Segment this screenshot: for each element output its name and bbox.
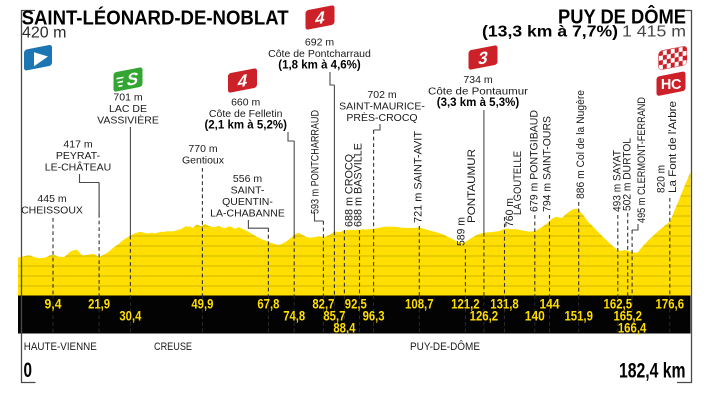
svg-text:La Font de l'Arbre: La Font de l'Arbre — [667, 101, 679, 193]
svg-text:3: 3 — [478, 47, 488, 69]
svg-text:(2,1 km à 5,2%): (2,1 km à 5,2%) — [204, 120, 287, 132]
svg-text:30,4: 30,4 — [119, 309, 141, 324]
svg-text:Côte de Felletin: Côte de Felletin — [209, 108, 283, 120]
svg-text:721 m SAINT-AVIT: 721 m SAINT-AVIT — [413, 131, 425, 223]
svg-text:S: S — [127, 68, 139, 90]
svg-text:445 m: 445 m — [37, 193, 66, 205]
svg-text:182,4 km: 182,4 km — [619, 360, 686, 383]
svg-text:4: 4 — [237, 70, 248, 92]
svg-text:Gentioux: Gentioux — [182, 155, 225, 167]
svg-text:131,8: 131,8 — [490, 297, 519, 312]
svg-text:96,3: 96,3 — [363, 309, 385, 324]
svg-text:589 m: 589 m — [456, 217, 468, 246]
svg-text:Côte de Pontaumur: Côte de Pontaumur — [428, 86, 529, 98]
svg-text:92,5: 92,5 — [345, 297, 367, 312]
svg-text:HAUTE-VIENNE: HAUTE-VIENNE — [24, 341, 97, 353]
svg-text:SAINT-MAURICE-: SAINT-MAURICE- — [339, 101, 425, 113]
svg-text:CHEISSOUX: CHEISSOUX — [21, 205, 83, 217]
svg-text:(3,3 km à 5,3%): (3,3 km à 5,3%) — [437, 97, 520, 109]
svg-text:(13,3 km à 7,7%): (13,3 km à 7,7%) — [482, 24, 618, 41]
svg-text:1 415 m: 1 415 m — [622, 24, 686, 41]
svg-text:556 m: 556 m — [233, 173, 262, 185]
svg-text:702 m: 702 m — [367, 89, 396, 101]
svg-text:LAC DE: LAC DE — [109, 103, 147, 115]
svg-text:VASSIVIÈRE: VASSIVIÈRE — [97, 114, 159, 127]
svg-text:21,9: 21,9 — [88, 297, 110, 312]
svg-text:886 m Col de la Nugère: 886 m Col de la Nugère — [575, 90, 587, 199]
svg-text:Côte de Pontcharraud: Côte de Pontcharraud — [268, 48, 371, 60]
svg-text:LA GOUTELLE: LA GOUTELLE — [512, 151, 524, 215]
svg-text:4: 4 — [314, 7, 325, 29]
svg-text:794 m SAINT-OURS: 794 m SAINT-OURS — [542, 116, 554, 212]
svg-text:82,7: 82,7 — [312, 297, 334, 312]
svg-text:144: 144 — [540, 297, 560, 312]
svg-text:121,2: 121,2 — [451, 297, 480, 312]
svg-text:660 m: 660 m — [231, 97, 260, 109]
svg-text:SAINT-LÉONARD-DE-NOBLAT: SAINT-LÉONARD-DE-NOBLAT — [22, 7, 289, 30]
svg-text:9,4: 9,4 — [45, 297, 62, 312]
svg-text:(1,8 km à 4,6%): (1,8 km à 4,6%) — [278, 60, 361, 72]
svg-text:140: 140 — [525, 309, 545, 324]
svg-text:679 m PONTGIBAUD: 679 m PONTGIBAUD — [529, 110, 541, 212]
svg-text:QUENTIN-: QUENTIN- — [222, 196, 273, 208]
svg-text:417 m: 417 m — [63, 139, 92, 151]
svg-text:67,8: 67,8 — [257, 297, 279, 312]
svg-text:108,7: 108,7 — [405, 297, 434, 312]
svg-text:74,8: 74,8 — [283, 309, 305, 324]
svg-text:820 m: 820 m — [656, 165, 668, 193]
svg-text:PUY-DE-DÔME: PUY-DE-DÔME — [410, 340, 480, 353]
svg-text:151,9: 151,9 — [564, 309, 593, 324]
svg-text:PEYRAT-: PEYRAT- — [56, 150, 101, 162]
svg-text:126,2: 126,2 — [470, 309, 499, 324]
svg-text:PONTAUMUR: PONTAUMUR — [466, 149, 478, 223]
svg-text:688 m BASVILLE: 688 m BASVILLE — [353, 143, 365, 227]
svg-text:85,7: 85,7 — [323, 309, 345, 324]
svg-text:692 m: 692 m — [305, 37, 334, 49]
svg-text:593 m PONTCHARRAUD: 593 m PONTCHARRAUD — [310, 110, 322, 214]
svg-text:495 m CLERMONT-FERRAND: 495 m CLERMONT-FERRAND — [636, 97, 648, 223]
svg-text:HC: HC — [661, 77, 682, 93]
svg-text:493 m SAYAT: 493 m SAYAT — [612, 150, 624, 212]
svg-text:88,4: 88,4 — [333, 320, 355, 335]
svg-text:162,5: 162,5 — [604, 297, 633, 312]
svg-text:0: 0 — [24, 359, 33, 382]
svg-text:176,6: 176,6 — [656, 297, 685, 312]
svg-text:PRÈS-CROCQ: PRÈS-CROCQ — [346, 111, 417, 124]
svg-text:688 m CROCQ: 688 m CROCQ — [344, 154, 356, 227]
svg-text:420 m: 420 m — [22, 25, 66, 42]
svg-text:166,4: 166,4 — [618, 320, 647, 335]
svg-text:PUY DE DÔME: PUY DE DÔME — [558, 4, 686, 28]
svg-text:SAINT-: SAINT- — [231, 185, 265, 197]
svg-text:734 m: 734 m — [463, 74, 492, 86]
svg-text:LA-CHABANNE: LA-CHABANNE — [210, 208, 285, 220]
svg-text:770 m: 770 m — [188, 143, 217, 155]
svg-text:LE-CHÂTEAU: LE-CHÂTEAU — [45, 161, 112, 174]
svg-text:701 m: 701 m — [113, 92, 142, 104]
svg-text:760 m: 760 m — [504, 198, 516, 227]
svg-text:CREUSE: CREUSE — [154, 341, 192, 353]
svg-text:49,9: 49,9 — [191, 297, 213, 312]
svg-text:502 m DURTOL: 502 m DURTOL — [622, 138, 634, 211]
svg-text:165,2: 165,2 — [613, 309, 642, 324]
